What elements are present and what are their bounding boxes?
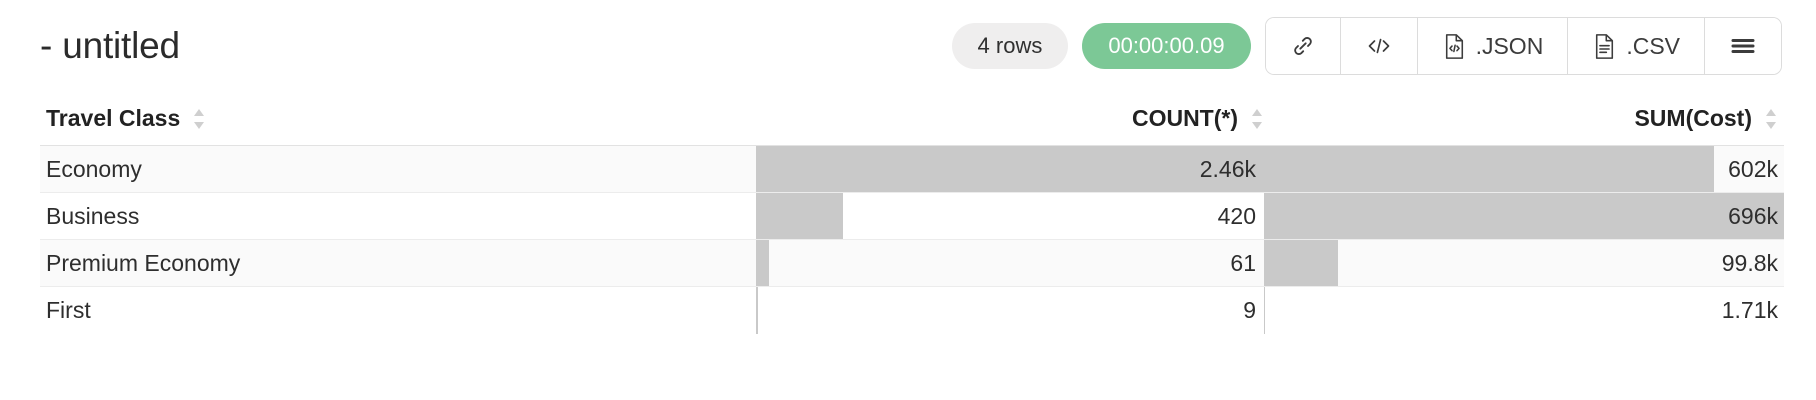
cell-value: 9: [1243, 297, 1256, 323]
code-button[interactable]: [1340, 18, 1418, 74]
table-header-row: Travel Class COUNT(*) SUM(Cost): [40, 92, 1784, 146]
result-header: - untitled 4 rows 00:00:00.09: [0, 0, 1816, 92]
json-button-label: .JSON: [1475, 32, 1544, 59]
column-header-label: Travel Class: [46, 105, 181, 131]
json-button[interactable]: .JSON: [1417, 18, 1569, 74]
column-header-label: SUM(Cost): [1634, 105, 1752, 131]
sort-icon[interactable]: [1250, 108, 1264, 130]
cell-count: 9: [756, 287, 1264, 334]
table-row[interactable]: First 9 1.71k: [40, 287, 1784, 334]
value-bar: [1264, 193, 1784, 239]
row-count-badge: 4 rows: [951, 23, 1069, 69]
cell-value: 1.71k: [1721, 297, 1778, 323]
sort-icon[interactable]: [192, 108, 206, 130]
cell-travel-class: First: [40, 287, 756, 334]
cell-count: 61: [756, 240, 1264, 286]
value-bar: [756, 240, 769, 286]
column-header-count[interactable]: COUNT(*): [756, 92, 1264, 145]
value-bar: [756, 287, 759, 334]
cell-value: 61: [1230, 249, 1256, 276]
column-header-label: COUNT(*): [1131, 105, 1238, 131]
cell-sum-cost: 696k: [1264, 193, 1784, 239]
cell-count: 420: [756, 193, 1264, 239]
table-body: Economy 2.46k 602k Business 420 696k Premium E…: [40, 146, 1784, 334]
cell-value: Business: [46, 202, 140, 229]
value-bar: [756, 146, 1264, 192]
cell-value: 420: [1217, 202, 1256, 229]
cell-value: 2.46k: [1199, 155, 1256, 182]
value-bar: [1264, 287, 1266, 334]
cell-sum-cost: 1.71k: [1264, 287, 1784, 334]
table-row[interactable]: Premium Economy 61 99.8k: [40, 240, 1784, 287]
cell-travel-class: Business: [40, 193, 756, 239]
table-row[interactable]: Economy 2.46k 602k: [40, 146, 1784, 193]
cell-value: 602k: [1728, 155, 1778, 182]
cell-value: Economy: [46, 155, 142, 182]
value-bar: [1264, 240, 1339, 286]
duration-badge: 00:00:00.09: [1082, 23, 1251, 69]
hamburger-icon: [1729, 35, 1757, 57]
file-text-icon: [1592, 33, 1617, 60]
page-title: - untitled: [40, 25, 180, 66]
cell-count: 2.46k: [756, 146, 1264, 192]
cell-travel-class: Economy: [40, 146, 756, 192]
link-icon: [1290, 33, 1316, 59]
cell-value: 99.8k: [1721, 249, 1778, 276]
value-bar: [756, 193, 843, 239]
cell-travel-class: Premium Economy: [40, 240, 756, 286]
export-button-group: .JSON .CSV: [1264, 17, 1782, 75]
table-row[interactable]: Business 420 696k: [40, 193, 1784, 240]
header-actions: 4 rows 00:00:00.09: [951, 17, 1782, 75]
code-icon: [1365, 33, 1393, 59]
cell-value: 696k: [1728, 202, 1778, 229]
link-button[interactable]: [1265, 18, 1341, 74]
results-table: Travel Class COUNT(*) SUM(Cost): [40, 92, 1784, 334]
cell-value: Premium Economy: [46, 249, 241, 276]
cell-value: First: [46, 297, 91, 323]
value-bar: [1264, 146, 1714, 192]
cell-sum-cost: 99.8k: [1264, 240, 1784, 286]
column-header-travel-class[interactable]: Travel Class: [40, 92, 756, 145]
cell-sum-cost: 602k: [1264, 146, 1784, 192]
column-header-sum-cost[interactable]: SUM(Cost): [1264, 92, 1784, 145]
menu-button[interactable]: [1705, 18, 1781, 74]
csv-button[interactable]: .CSV: [1568, 18, 1705, 74]
sort-icon[interactable]: [1764, 108, 1778, 130]
file-code-icon: [1442, 33, 1467, 60]
csv-button-label: .CSV: [1626, 32, 1680, 59]
